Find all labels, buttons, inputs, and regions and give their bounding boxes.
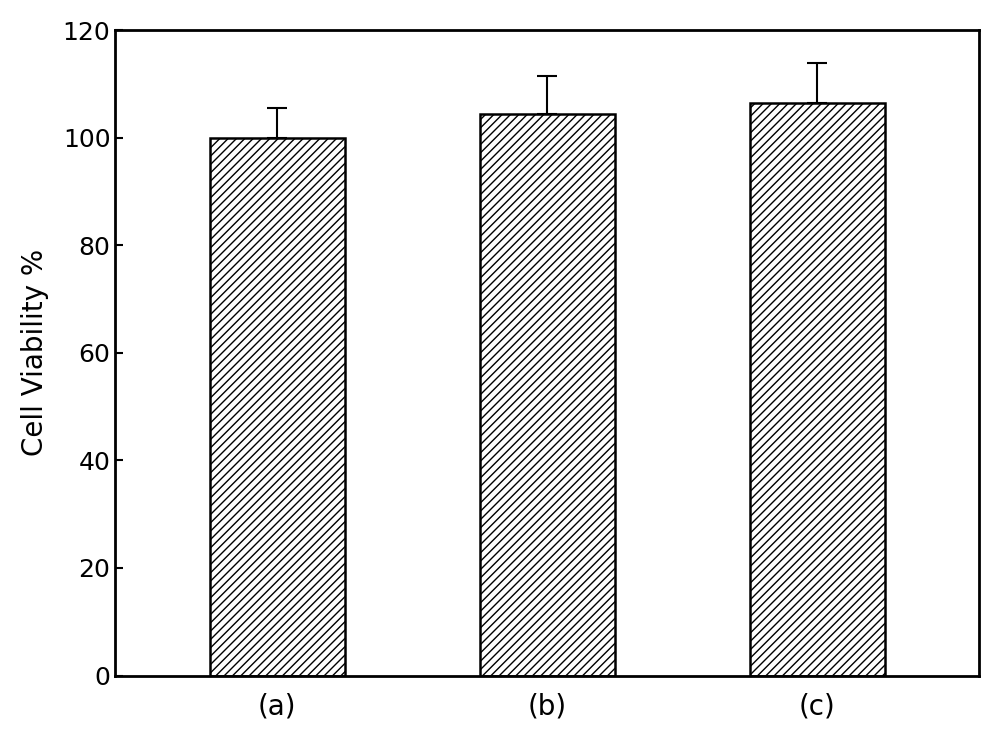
Bar (480, 113, 615, 676)
Bar (210, 138, 345, 676)
Y-axis label: Cell Viability %: Cell Viability % (21, 250, 49, 456)
Bar (750, 103, 885, 676)
